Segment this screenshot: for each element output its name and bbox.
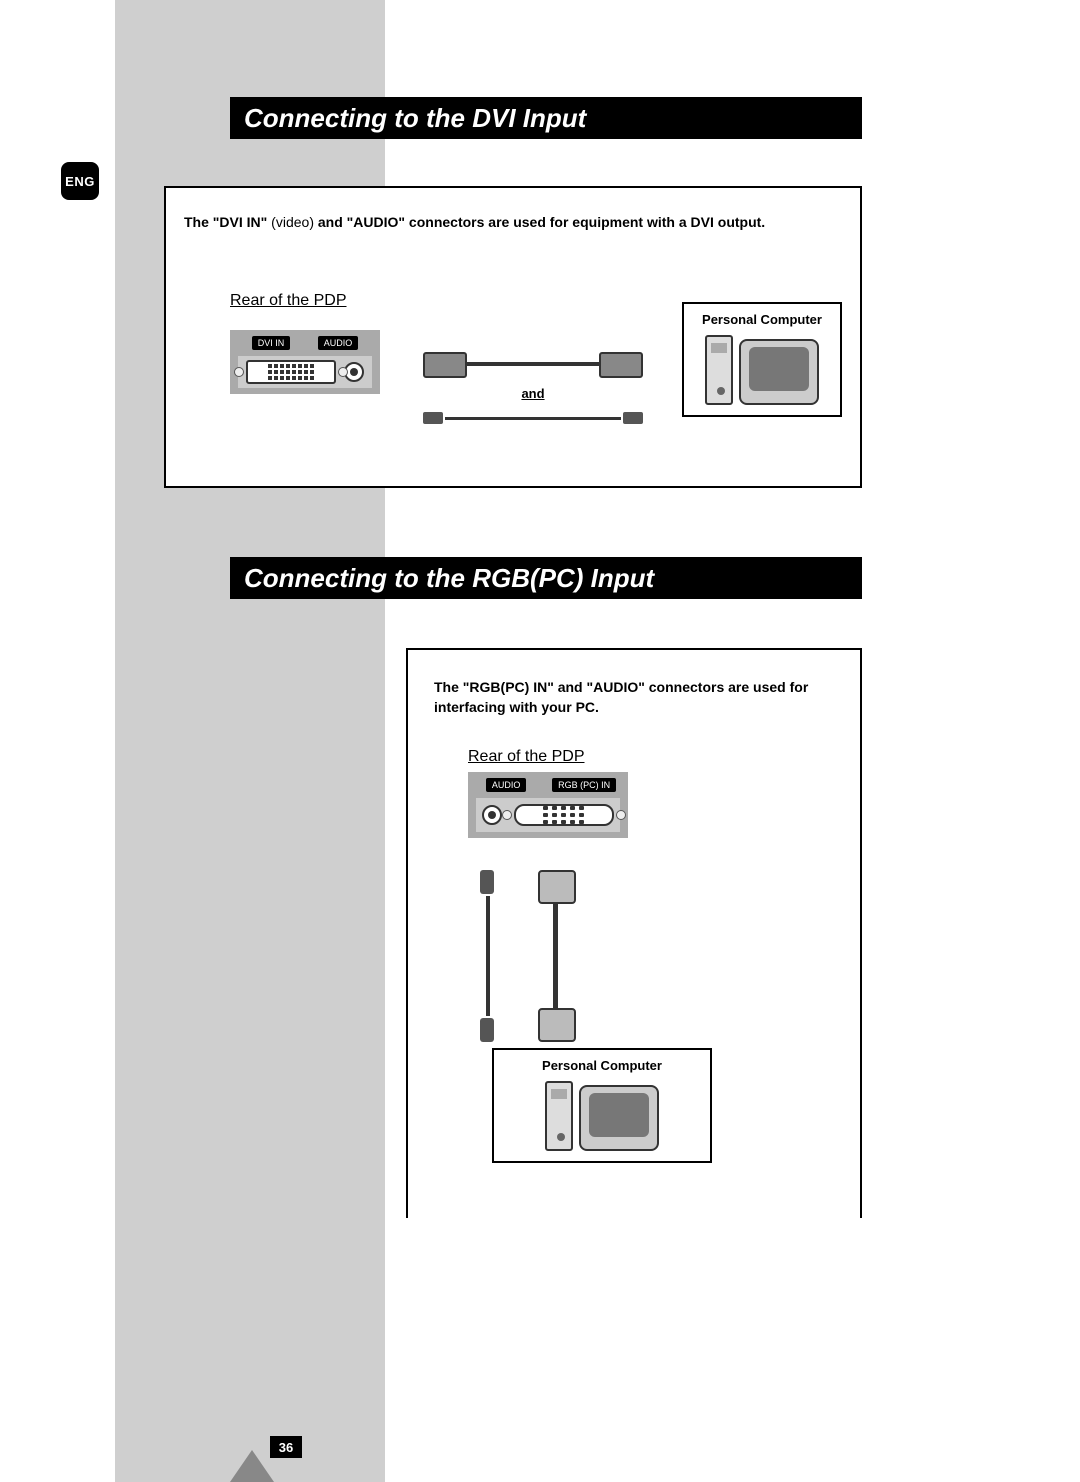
desc-bold-2: and "AUDIO" connectors are used for equi… — [318, 214, 765, 230]
pc-illustration-1 — [694, 335, 830, 405]
dvi-cable-icon — [423, 348, 643, 378]
language-badge: ENG — [61, 162, 99, 200]
audio-label-2: AUDIO — [486, 778, 527, 792]
pc-illustration-2 — [504, 1081, 700, 1151]
pc-label-1: Personal Computer — [694, 312, 830, 327]
rgb-in-label: RGB (PC) IN — [552, 778, 616, 792]
dvi-port-panel: DVI IN AUDIO — [230, 330, 380, 394]
section2-title: Connecting to the RGB(PC) Input — [230, 557, 862, 599]
port-labels-2: AUDIO RGB (PC) IN — [476, 778, 620, 792]
section1-title: Connecting to the DVI Input — [230, 97, 862, 139]
vertical-aux-cable-icon — [476, 870, 500, 1042]
dvi-in-label: DVI IN — [252, 336, 291, 350]
dvi-port-icon — [246, 360, 336, 384]
rear-label-2: Rear of the PDP — [468, 748, 628, 766]
manual-page: ENG Connecting to the DVI Input The "DVI… — [0, 0, 1080, 1482]
section1-box: The "DVI IN" (video) and "AUDIO" connect… — [164, 186, 862, 488]
rear-label-1: Rear of the PDP — [230, 292, 380, 310]
audio-jack-icon-2 — [482, 805, 502, 825]
monitor-icon — [739, 339, 819, 405]
section2-cables — [476, 870, 574, 1042]
section2-box: The "RGB(PC) IN" and "AUDIO" connectors … — [406, 648, 862, 1218]
pc-box-2: Personal Computer — [492, 1048, 712, 1163]
section1-rear-block: Rear of the PDP DVI IN AUDIO — [230, 292, 380, 394]
pc-label-2: Personal Computer — [504, 1058, 700, 1073]
port-labels: DVI IN AUDIO — [238, 336, 372, 350]
monitor-icon-2 — [579, 1085, 659, 1151]
vga-port-icon — [514, 804, 614, 826]
footer-triangle-icon — [230, 1450, 274, 1482]
section1-cables: and — [418, 348, 648, 429]
section2-rear-block: Rear of the PDP AUDIO RGB (PC) IN — [468, 748, 628, 838]
aux-cable-icon — [423, 409, 643, 429]
pc-box-1: Personal Computer — [682, 302, 842, 417]
desc-light: (video) — [267, 214, 318, 230]
port-row-2 — [476, 798, 620, 832]
and-label: and — [521, 386, 544, 401]
vertical-vga-cable-icon — [536, 870, 574, 1042]
page-number: 36 — [270, 1436, 302, 1458]
tower-icon-2 — [545, 1081, 573, 1151]
tower-icon — [705, 335, 733, 405]
section1-description: The "DVI IN" (video) and "AUDIO" connect… — [184, 214, 765, 230]
port-row — [238, 356, 372, 388]
rgb-port-panel: AUDIO RGB (PC) IN — [468, 772, 628, 838]
section2-description: The "RGB(PC) IN" and "AUDIO" connectors … — [434, 678, 860, 717]
audio-label-1: AUDIO — [318, 336, 359, 350]
desc-bold-1: The "DVI IN" — [184, 214, 267, 230]
